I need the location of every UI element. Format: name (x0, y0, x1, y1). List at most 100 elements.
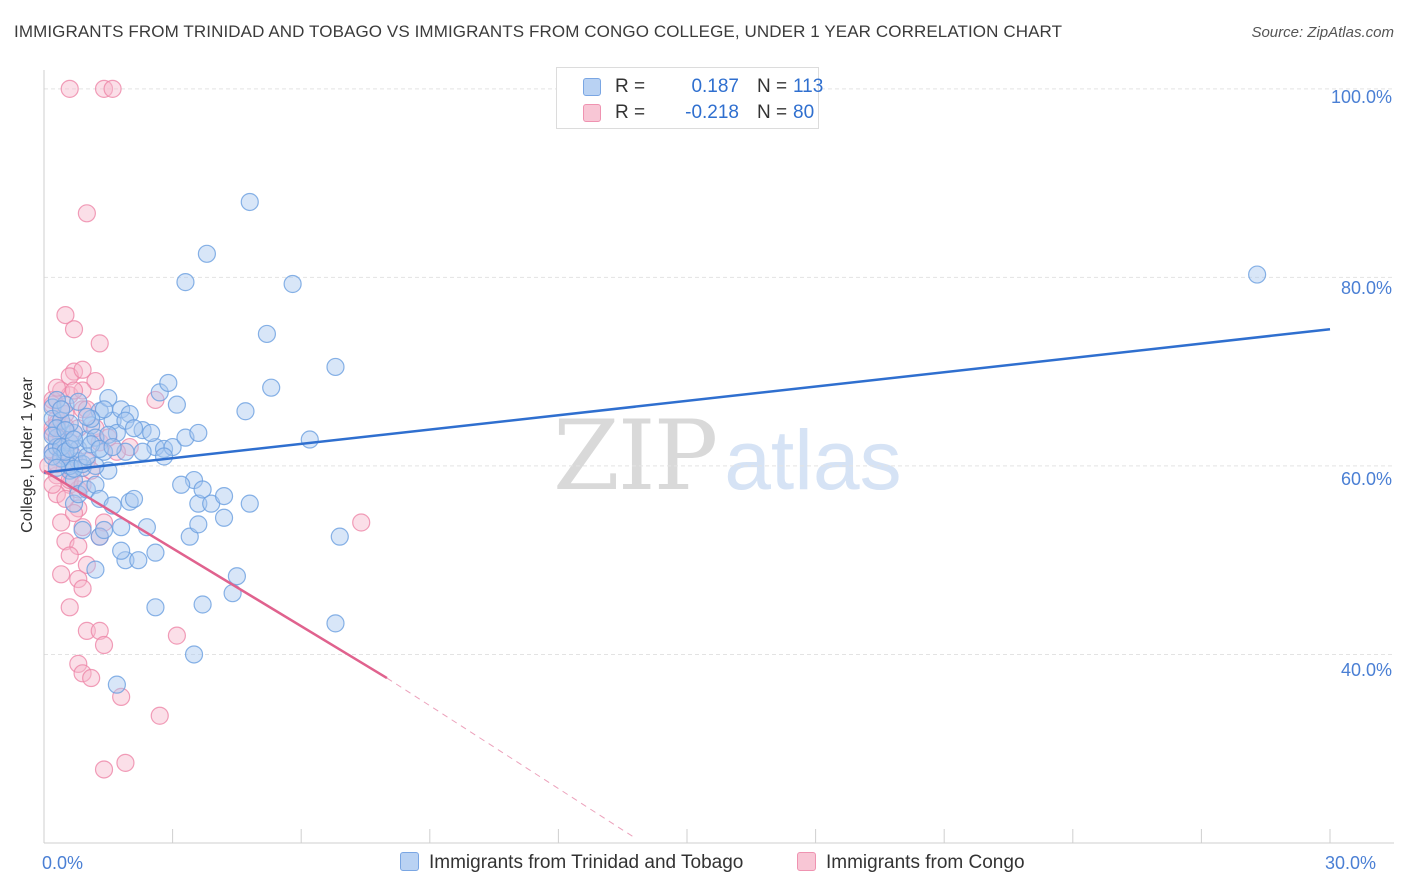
trinidad-point (159, 373, 178, 393)
legend-n-label: N = (757, 102, 788, 123)
trinidad-point (214, 486, 234, 506)
trinidad-point (176, 273, 195, 292)
trinidad-point (227, 567, 246, 586)
legend-n-value: 80 (793, 102, 815, 123)
trinidad-point (193, 595, 212, 614)
watermark: ZIPatlas (553, 400, 902, 512)
congo-point (150, 706, 169, 725)
trinidad-point (99, 388, 118, 408)
trinidad-point (262, 378, 281, 397)
trinidad-point (193, 480, 212, 499)
congo-point (94, 513, 114, 532)
trinidad-point (189, 423, 208, 443)
trinidad-trend-line (43, 327, 1331, 474)
congo-point (47, 485, 66, 504)
trinidad-point (1248, 265, 1267, 284)
y-tick-label-80: 80.0% (1340, 278, 1392, 298)
trinidad-point (300, 430, 319, 449)
trinidad-point (214, 508, 234, 527)
trinidad-point (330, 527, 349, 546)
trinidad-point (86, 560, 105, 579)
watermark-atlas: atlas (724, 413, 902, 507)
legend-r-label: R = (615, 102, 646, 123)
trinidad-point (77, 407, 96, 427)
congo-point (86, 371, 105, 391)
trinidad-point (189, 494, 208, 513)
series-legend-trinidad: Immigrants from Trinidad and Tobago (400, 852, 743, 874)
trinidad-point (64, 430, 84, 449)
y-tick-label-40: 40.0% (1340, 660, 1392, 680)
trinidad-point (240, 494, 259, 513)
trinidad-point (326, 614, 345, 633)
trinidad-point (172, 475, 191, 494)
congo-point (116, 753, 135, 772)
chart-title: IMMIGRANTS FROM TRINIDAD AND TOBAGO VS I… (14, 22, 1063, 41)
series-legend-congo: Immigrants from Congo (797, 852, 1025, 874)
trinidad-point (52, 400, 71, 419)
x-tick-label-max: 30.0% (1325, 853, 1377, 873)
trinidad-point (189, 515, 208, 534)
trinidad-point (142, 423, 161, 443)
congo-point (77, 621, 96, 640)
trinidad-point (86, 475, 105, 494)
trinidad-point (124, 419, 144, 438)
legend-r-label: R = (615, 76, 646, 97)
congo-point (64, 320, 84, 339)
trinidad-point (69, 392, 88, 411)
trinidad-point (107, 675, 126, 694)
trinidad-point (82, 435, 101, 454)
congo-point (77, 204, 96, 223)
congo-point (90, 621, 109, 640)
source-credit: Source: ZipAtlas.com (1251, 24, 1394, 41)
congo-point (52, 565, 71, 584)
trinidad-point (146, 598, 165, 617)
trinidad-point (94, 400, 114, 419)
correlation-legend: R = 0.187 N = 113 R = -0.218 N = 80 (556, 67, 823, 129)
trinidad-point (154, 447, 174, 466)
trinidad-point (116, 551, 135, 570)
y-axis-label: College, Under 1 year (19, 377, 36, 533)
congo-point (167, 626, 186, 645)
trinidad-point (73, 520, 92, 540)
trinidad-point (103, 437, 122, 457)
trinidad-point (184, 645, 204, 664)
congo-point (52, 513, 71, 532)
x-tick-label-min: 0.0% (42, 853, 84, 873)
congo-point (90, 334, 109, 353)
trinidad-point (43, 447, 62, 466)
congo-point (73, 360, 92, 379)
trinidad-point (167, 395, 186, 414)
congo-trend-line (43, 469, 388, 680)
congo-point (352, 513, 371, 532)
trinidad-point (60, 439, 79, 459)
watermark-zip: ZIP (553, 400, 718, 512)
congo-trend-extension (386, 677, 636, 839)
congo-point (94, 760, 114, 779)
trinidad-point (112, 541, 131, 560)
legend-n-value: 113 (793, 76, 824, 97)
congo-point (64, 503, 84, 523)
trinidad-point (326, 357, 345, 377)
congo-point (60, 598, 79, 617)
legend-n-label: N = (757, 76, 788, 97)
trinidad-point (47, 390, 66, 410)
congo-point (69, 654, 88, 673)
legend-swatch-blue (583, 78, 601, 96)
congo-point (94, 635, 114, 655)
legend-r-value: -0.218 (685, 102, 739, 123)
congo-point (73, 664, 92, 683)
trinidad-point (94, 520, 114, 540)
congo-point (69, 569, 88, 589)
series-label-congo: Immigrants from Congo (826, 852, 1025, 873)
trinidad-point (283, 274, 302, 294)
trinidad-point (124, 489, 144, 509)
y-tick-label-60: 60.0% (1340, 469, 1392, 489)
trinidad-point (146, 543, 165, 562)
congo-point (56, 305, 75, 325)
trinidad-point (197, 244, 216, 263)
legend-r-value: 0.187 (691, 76, 739, 97)
congo-point (103, 79, 122, 98)
trinidad-point (64, 494, 84, 513)
congo-point (73, 579, 92, 598)
